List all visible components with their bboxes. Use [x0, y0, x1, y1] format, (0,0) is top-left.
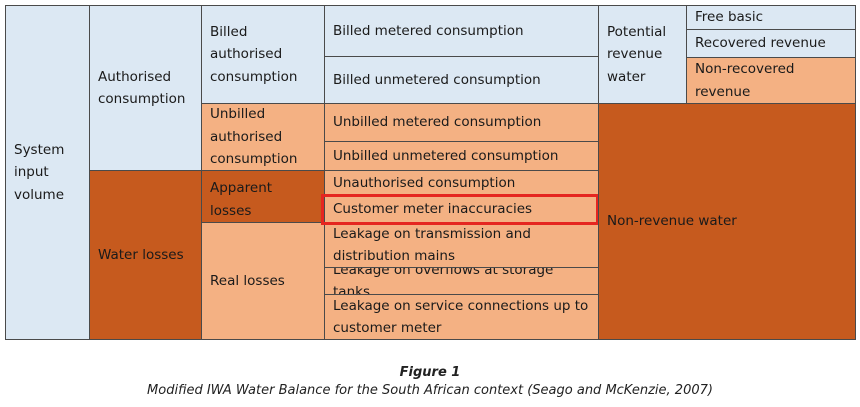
leakage-overflows-cell: Leakage on overflows at storage tanks — [324, 267, 599, 295]
non-recovered-revenue-cell: Non-recovered revenue — [686, 57, 856, 104]
billed-metered-consumption-cell: Billed metered consumption — [324, 5, 599, 57]
figure-caption: Modified IWA Water Balance for the South… — [147, 383, 713, 398]
unauthorised-consumption-cell: Unauthorised consumption — [324, 170, 599, 196]
apparent-losses-cell: Apparent losses — [201, 170, 325, 223]
leakage-transmission-mains-cell: Leakage on transmission and distribution… — [324, 222, 599, 268]
free-basic-cell: Free basic — [686, 5, 856, 30]
billed-authorised-consumption-cell: Billed authorised consumption — [201, 5, 325, 104]
authorised-consumption-cell: Authorised consumption — [89, 5, 202, 171]
figure-label: Figure 1 — [399, 365, 461, 380]
billed-unmetered-consumption-cell: Billed unmetered consumption — [324, 56, 599, 104]
non-revenue-water-cell: Non-revenue water — [598, 103, 856, 340]
highlight-box — [321, 194, 599, 225]
customer-meter-inaccuracies-cell: Customer meter inaccuracies — [324, 195, 599, 223]
system-input-volume-cell: System input volume — [5, 5, 90, 340]
real-losses-cell: Real losses — [201, 222, 325, 340]
water-losses-cell: Water losses — [89, 170, 202, 340]
unbilled-metered-consumption-cell: Unbilled metered consumption — [324, 103, 599, 142]
unbilled-unmetered-consumption-cell: Unbilled unmetered consumption — [324, 141, 599, 171]
recovered-revenue-cell: Recovered revenue — [686, 29, 856, 58]
unbilled-authorised-consumption-cell: Unbilled authorised consumption — [201, 103, 325, 171]
leakage-service-connections-cell: Leakage on service connections up to cus… — [324, 294, 599, 340]
potential-revenue-water-cell: Potential revenue water — [598, 5, 687, 104]
